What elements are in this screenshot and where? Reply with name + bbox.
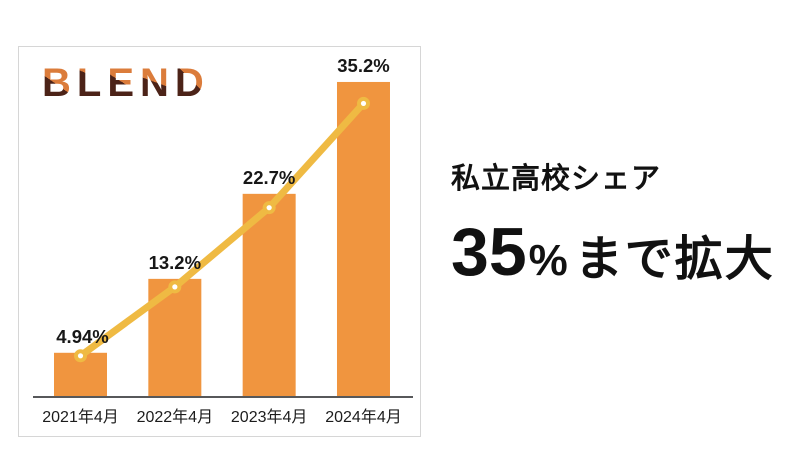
data-point-marker-center: [266, 205, 272, 211]
x-axis-label: 2024年4月: [325, 408, 402, 426]
logo-letter: E: [107, 61, 141, 105]
share-growth-chart: 4.94% 13.2% 22.7% 35.2% 2021年4月 2022年4月 2023年4…: [33, 55, 413, 426]
x-axis-label: 2023年4月: [231, 408, 308, 426]
logo-letter: L: [76, 61, 108, 105]
data-point-marker-center: [360, 100, 367, 107]
value-label: 4.94%: [56, 326, 108, 347]
blend-logo: BLEND: [42, 61, 210, 105]
data-point-marker-center: [172, 284, 178, 290]
value-label: 13.2%: [149, 252, 201, 273]
headline-title: 私立高校シェア: [451, 163, 662, 195]
headline-block: 私立高校シェア 35% まで拡大: [451, 163, 773, 287]
headline-suffix: まで拡大: [574, 233, 775, 286]
logo-letter: B: [42, 61, 77, 105]
x-axis-label: 2022年4月: [137, 408, 214, 426]
headline-big-line: 35% まで拡大: [451, 218, 775, 286]
x-axis-label: 2021年4月: [42, 408, 119, 426]
value-label: 35.2%: [337, 55, 389, 76]
data-point-marker-center: [77, 353, 84, 359]
value-label: 22.7%: [243, 167, 295, 188]
logo-letter: N: [140, 61, 175, 105]
logo-letter: D: [174, 61, 210, 105]
bar: [336, 81, 390, 398]
bar: [242, 193, 296, 397]
percent-sign: %: [528, 236, 568, 285]
chart-card: 4.94% 13.2% 22.7% 35.2% 2021年4月 2022年4月 2023年4…: [18, 46, 421, 437]
headline-number: 35: [451, 214, 527, 290]
trend-line: [77, 99, 367, 360]
